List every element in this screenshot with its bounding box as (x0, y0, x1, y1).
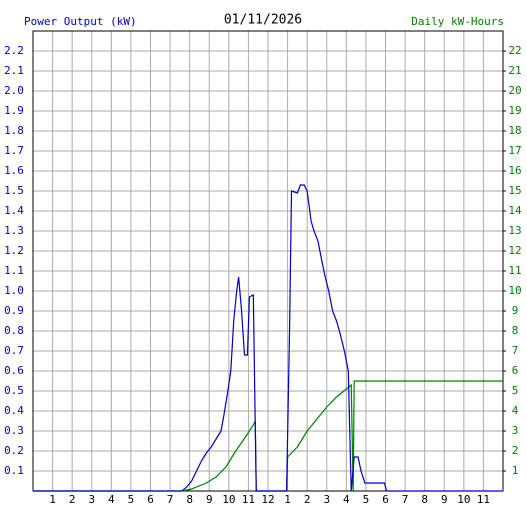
x-tick-label: 1 (284, 493, 291, 506)
y-tick-label: 1.2 (4, 244, 24, 257)
y-tick-label: 1.8 (4, 124, 24, 137)
y2-tick-label: 17 (508, 144, 521, 157)
chart-title: 01/11/2026 (224, 13, 302, 28)
x-tick-label: 5 (128, 493, 135, 506)
x-tick-label: 5 (363, 493, 370, 506)
y2-tick-label: 4 (512, 404, 519, 417)
y2-tick-label: 13 (508, 224, 521, 237)
x-tick-label: 3 (323, 493, 330, 506)
x-tick-label: 10 (222, 493, 235, 506)
y2-tick-label: 22 (508, 44, 521, 57)
series-line (33, 184, 503, 492)
x-tick-label: 7 (167, 493, 174, 506)
y-tick-label: 0.2 (4, 444, 24, 457)
y2-tick-label: 2 (512, 444, 519, 457)
y-tick-label: 1.3 (4, 224, 24, 237)
y2-tick-label: 20 (508, 84, 521, 97)
y2-tick-label: 15 (508, 184, 521, 197)
y-tick-label: 1.6 (4, 164, 24, 177)
y2-axis-label: Daily kW-Hours (411, 15, 504, 28)
y2-tick-label: 3 (512, 424, 519, 437)
y2-tick-label: 5 (512, 384, 519, 397)
y2-tick-label: 14 (508, 204, 522, 217)
y-tick-label: 2.0 (4, 84, 24, 97)
x-tick-label: 9 (441, 493, 448, 506)
y2-tick-label: 9 (512, 304, 519, 317)
x-tick-label: 1 (49, 493, 56, 506)
y-tick-label: 0.9 (4, 304, 24, 317)
y2-tick-label: 11 (508, 264, 521, 277)
y-axis-label: Power Output (kW) (24, 15, 137, 28)
y-tick-label: 1.7 (4, 144, 24, 157)
y-tick-label: 1.5 (4, 184, 24, 197)
y2-tick-label: 1 (512, 464, 519, 477)
x-tick-label: 7 (402, 493, 409, 506)
y-tick-label: 0.5 (4, 384, 24, 397)
y2-tick-label: 10 (508, 284, 521, 297)
x-tick-label: 6 (147, 493, 154, 506)
y-tick-label: 1.4 (4, 204, 24, 217)
y-tick-label: 0.8 (4, 324, 24, 337)
x-tick-label: 8 (421, 493, 428, 506)
y-tick-label: 0.3 (4, 424, 24, 437)
x-tick-label: 4 (108, 493, 115, 506)
y2-tick-label: 8 (512, 324, 519, 337)
y2-tick-label: 18 (508, 124, 521, 137)
y-tick-label: 1.1 (4, 264, 24, 277)
y-tick-label: 0.4 (4, 404, 24, 417)
x-tick-label: 6 (382, 493, 389, 506)
x-tick-label: 10 (457, 493, 470, 506)
x-tick-label: 12 (261, 493, 274, 506)
y-tick-label: 2.2 (4, 44, 24, 57)
y2-tick-label: 19 (508, 104, 521, 117)
y-tick-label: 2.1 (4, 64, 24, 77)
y2-tick-label: 21 (508, 64, 521, 77)
x-tick-label: 3 (88, 493, 95, 506)
y-tick-label: 1.0 (4, 284, 24, 297)
y2-tick-label: 16 (508, 164, 521, 177)
x-tick-label: 4 (343, 493, 350, 506)
y-tick-label: 0.1 (4, 464, 24, 477)
x-tick-label: 11 (242, 493, 255, 506)
x-tick-label: 2 (304, 493, 311, 506)
y-tick-label: 0.6 (4, 364, 24, 377)
y-tick-label: 1.9 (4, 104, 24, 117)
y-tick-label: 0.7 (4, 344, 24, 357)
y2-tick-label: 12 (508, 244, 521, 257)
x-tick-label: 9 (206, 493, 213, 506)
x-tick-label: 11 (477, 493, 490, 506)
y2-tick-label: 6 (512, 364, 519, 377)
y2-tick-label: 7 (512, 344, 519, 357)
x-tick-label: 2 (69, 493, 76, 506)
x-tick-label: 8 (186, 493, 193, 506)
